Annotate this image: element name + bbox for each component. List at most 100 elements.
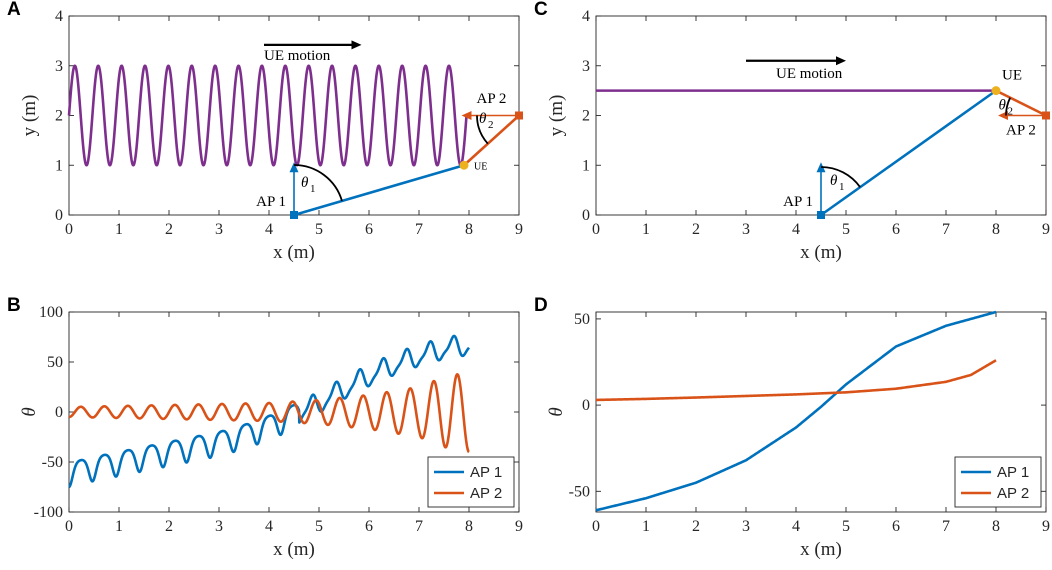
legend-entry: AP 1 bbox=[470, 464, 502, 481]
ue-motion-arrowhead bbox=[351, 40, 362, 50]
ap1-label: AP 1 bbox=[256, 194, 286, 210]
x-tick-label: 0 bbox=[65, 518, 73, 535]
legend-entry: AP 2 bbox=[470, 485, 502, 502]
y-tick-label: 4 bbox=[582, 8, 590, 25]
theta1-label: θ bbox=[830, 173, 838, 189]
x-tick-label: 8 bbox=[465, 221, 473, 238]
x-tick-label: 9 bbox=[1042, 518, 1050, 535]
ap2-ue-line bbox=[463, 114, 520, 167]
y-tick-label: 2 bbox=[582, 108, 590, 125]
ap2-label: AP 2 bbox=[1006, 122, 1036, 138]
series-line-2 bbox=[595, 359, 997, 402]
x-tick-label: 5 bbox=[315, 221, 323, 238]
x-axis-label: x (m) bbox=[800, 242, 842, 263]
y-tick-label: 0 bbox=[582, 397, 590, 414]
theta2-label: θ bbox=[479, 111, 487, 127]
x-tick-label: 7 bbox=[415, 518, 423, 535]
y-tick-label: 2 bbox=[55, 108, 63, 125]
panel-d: 0 1 2 3 4 5 6 7 8 9 -50 0 50 x (m) θ D AP 1 AP 2 bbox=[534, 295, 1050, 560]
x-axis-label: x (m) bbox=[273, 539, 315, 560]
x-tick-label: 0 bbox=[65, 221, 73, 238]
ue-motion-arrowhead bbox=[836, 56, 846, 66]
y-tick-label: 50 bbox=[47, 354, 63, 371]
y-tick-label: 50 bbox=[574, 311, 590, 328]
ap2-marker bbox=[1042, 111, 1050, 120]
x-tick-label: 1 bbox=[642, 518, 650, 535]
x-tick-label: 6 bbox=[892, 221, 900, 238]
y-tick-label: 100 bbox=[39, 304, 63, 321]
y-axis-label: θ bbox=[19, 407, 40, 416]
theta2-arc bbox=[476, 115, 489, 145]
x-tick-label: 3 bbox=[742, 518, 750, 535]
x-tick-label: 8 bbox=[992, 518, 1000, 535]
ap1-ue-line bbox=[820, 89, 997, 217]
x-tick-label: 8 bbox=[465, 518, 473, 535]
x-tick-label: 6 bbox=[892, 518, 900, 535]
ue-motion-label: UE motion bbox=[776, 66, 843, 82]
x-tick-label: 5 bbox=[315, 518, 323, 535]
y-tick-label: 0 bbox=[55, 404, 63, 421]
ue-marker bbox=[991, 86, 1001, 96]
ap1-marker bbox=[817, 211, 825, 219]
x-tick-label: 1 bbox=[115, 518, 123, 535]
x-tick-label: 4 bbox=[792, 221, 800, 238]
x-tick-label: 7 bbox=[942, 518, 950, 535]
x-tick-label: 2 bbox=[165, 518, 173, 535]
y-axis-label: y (m) bbox=[19, 95, 40, 137]
x-tick-label: 2 bbox=[165, 221, 173, 238]
x-tick-label: 3 bbox=[742, 221, 750, 238]
x-tick-label: 9 bbox=[515, 221, 523, 238]
theta1-arc bbox=[820, 166, 861, 188]
ap1-marker bbox=[290, 211, 298, 219]
series-line-1 bbox=[67, 334, 471, 489]
series-line-2 bbox=[67, 373, 471, 454]
legend-box bbox=[427, 456, 515, 508]
series-line-1 bbox=[595, 310, 997, 512]
theta2-label: θ bbox=[999, 98, 1007, 114]
y-tick-label: 1 bbox=[55, 157, 63, 174]
panel-letter: A bbox=[7, 0, 21, 20]
x-tick-label: 9 bbox=[515, 518, 523, 535]
ap2-marker bbox=[515, 111, 523, 120]
plot-frame bbox=[595, 311, 1047, 513]
ap2-ue-line bbox=[995, 89, 1047, 117]
ue-label: UE bbox=[1002, 68, 1022, 84]
x-tick-label: 9 bbox=[1042, 221, 1050, 238]
x-tick-label: 1 bbox=[642, 221, 650, 238]
ue-trajectory bbox=[67, 64, 468, 167]
y-axis-label: y (m) bbox=[546, 95, 567, 137]
x-tick-label: 2 bbox=[692, 221, 700, 238]
theta2-subscript: 2 bbox=[488, 119, 494, 131]
ue-marker bbox=[459, 160, 469, 170]
x-tick-label: 4 bbox=[265, 518, 273, 535]
panel-letter: D bbox=[534, 295, 548, 316]
x-tick-label: 3 bbox=[215, 221, 223, 238]
y-tick-label: -100 bbox=[34, 504, 63, 521]
theta1-arc bbox=[293, 164, 343, 202]
ap1-ue-line bbox=[293, 164, 465, 217]
panel-b: 0 1 2 3 4 5 6 7 8 9 -100 -50 0 50 100 x (m) θ B AP 1 AP 2 bbox=[7, 295, 523, 560]
x-tick-label: 5 bbox=[842, 518, 850, 535]
ue-label: UE bbox=[474, 161, 487, 172]
x-tick-label: 6 bbox=[365, 221, 373, 238]
ap1-reference-arrowhead bbox=[289, 162, 299, 173]
x-tick-label: 4 bbox=[792, 518, 800, 535]
legend-entry: AP 2 bbox=[997, 485, 1029, 502]
y-tick-label: 0 bbox=[55, 207, 63, 224]
y-tick-label: 3 bbox=[55, 58, 63, 75]
ap2-label: AP 2 bbox=[477, 91, 507, 107]
ap2-reference-arrowhead bbox=[461, 111, 472, 120]
x-tick-label: 4 bbox=[265, 221, 273, 238]
x-tick-label: 8 bbox=[992, 221, 1000, 238]
y-tick-label: -50 bbox=[42, 454, 63, 471]
x-tick-label: 6 bbox=[365, 518, 373, 535]
x-axis-label: x (m) bbox=[800, 539, 842, 560]
panel-letter: C bbox=[534, 0, 548, 20]
theta2-subscript: 2 bbox=[1008, 106, 1014, 118]
x-tick-label: 7 bbox=[942, 221, 950, 238]
x-tick-label: 5 bbox=[842, 221, 850, 238]
x-axis-label: x (m) bbox=[273, 242, 315, 263]
theta1-subscript: 1 bbox=[310, 183, 316, 195]
theta2-arc bbox=[1005, 97, 1012, 116]
